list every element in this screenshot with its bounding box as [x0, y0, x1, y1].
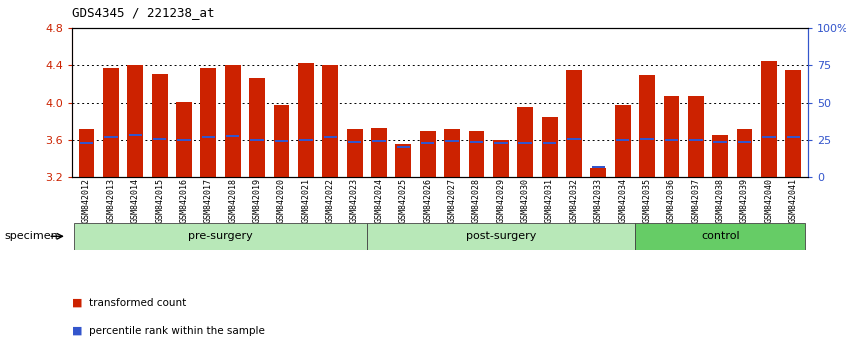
Text: ■: ■	[72, 298, 82, 308]
Bar	[761, 61, 777, 177]
Bar	[273, 104, 289, 177]
Bar	[519, 142, 532, 144]
Bar	[640, 75, 655, 177]
Bar	[128, 65, 143, 177]
Bar	[615, 104, 630, 177]
Bar	[712, 135, 728, 177]
Bar	[493, 140, 508, 177]
Bar	[737, 129, 752, 177]
Bar	[322, 64, 338, 177]
Bar	[785, 70, 801, 177]
Bar	[395, 144, 411, 177]
Bar	[444, 129, 460, 177]
Bar	[713, 141, 727, 143]
Text: specimen: specimen	[4, 231, 58, 241]
Bar	[176, 102, 192, 177]
Bar	[445, 140, 459, 142]
Bar	[201, 136, 215, 138]
Bar	[787, 136, 800, 138]
Bar	[371, 128, 387, 177]
Bar	[80, 142, 93, 144]
Bar	[104, 136, 118, 138]
Bar	[591, 168, 607, 177]
Bar	[541, 116, 558, 177]
Bar	[250, 78, 265, 177]
Text: GDS4345 / 221238_at: GDS4345 / 221238_at	[72, 6, 214, 19]
Bar	[494, 142, 508, 144]
Bar	[397, 146, 410, 148]
Bar	[201, 68, 217, 177]
Bar	[348, 141, 361, 143]
Bar	[299, 139, 313, 141]
Bar	[372, 140, 386, 142]
Bar	[323, 136, 337, 138]
Bar	[663, 96, 679, 177]
Bar	[420, 131, 436, 177]
Bar	[178, 139, 190, 141]
Bar	[634, 223, 805, 250]
Bar	[74, 223, 367, 250]
Bar	[153, 138, 167, 140]
Text: pre-surgery: pre-surgery	[188, 231, 253, 241]
Bar	[151, 74, 168, 177]
Bar	[275, 140, 288, 142]
Bar	[567, 138, 580, 140]
Bar	[543, 142, 557, 144]
Text: transformed count: transformed count	[89, 298, 186, 308]
Bar	[421, 142, 435, 144]
Bar	[688, 96, 704, 177]
Bar	[591, 166, 605, 168]
Bar	[665, 139, 678, 141]
Bar	[616, 139, 629, 141]
Bar	[470, 141, 483, 143]
Bar	[298, 63, 314, 177]
Bar	[367, 223, 634, 250]
Bar	[640, 138, 654, 140]
Bar	[517, 107, 533, 177]
Bar	[103, 68, 118, 177]
Bar	[738, 141, 751, 143]
Bar	[250, 139, 264, 141]
Bar	[79, 129, 95, 177]
Text: control: control	[700, 231, 739, 241]
Text: ■: ■	[72, 326, 82, 336]
Bar	[225, 65, 240, 177]
Bar	[469, 131, 485, 177]
Bar	[129, 134, 142, 136]
Bar	[566, 70, 582, 177]
Bar	[226, 135, 239, 137]
Text: post-surgery: post-surgery	[465, 231, 536, 241]
Bar	[347, 129, 363, 177]
Bar	[689, 139, 702, 141]
Text: percentile rank within the sample: percentile rank within the sample	[89, 326, 265, 336]
Bar	[762, 136, 776, 138]
